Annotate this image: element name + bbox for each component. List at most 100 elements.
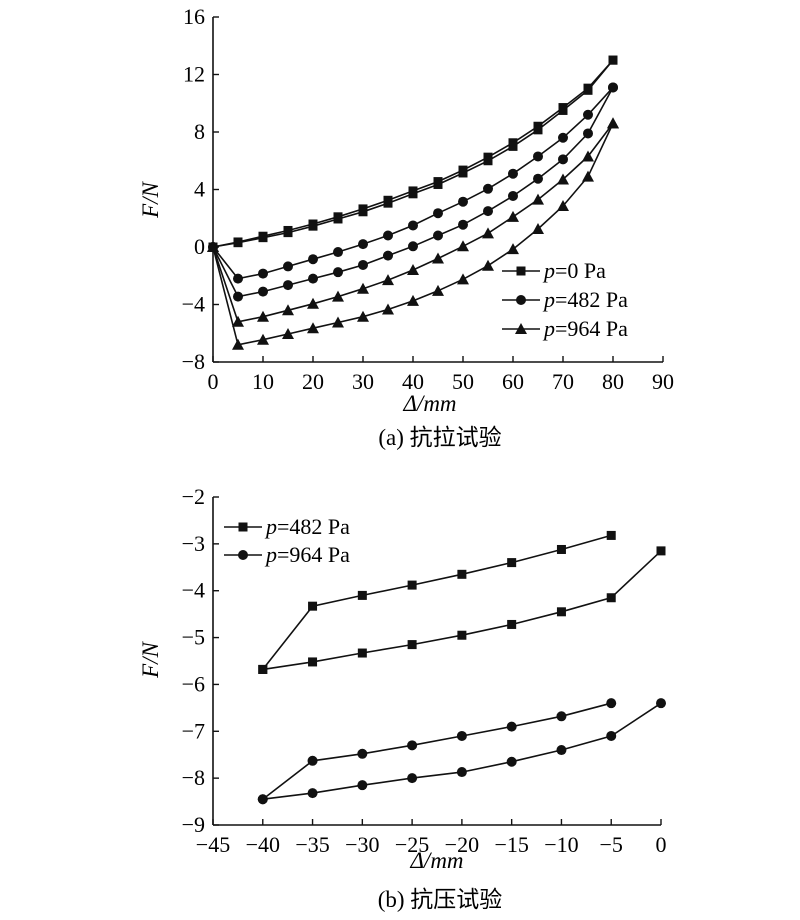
legend-label: p=0 Pa xyxy=(542,258,606,283)
data-point xyxy=(608,82,618,93)
data-point xyxy=(357,590,367,600)
data-point xyxy=(258,268,268,279)
legend-item: p=482 Pa xyxy=(224,514,350,539)
data-point xyxy=(207,241,219,252)
data-point xyxy=(483,206,493,217)
data-point xyxy=(407,580,417,590)
data-point xyxy=(608,55,618,65)
data-point xyxy=(458,219,468,230)
data-point xyxy=(532,193,544,205)
data-point xyxy=(333,214,343,224)
data-point xyxy=(433,208,443,219)
data-point xyxy=(257,333,269,345)
x-tick-label: 0 xyxy=(656,832,667,857)
data-point xyxy=(507,619,517,629)
y-tick-label: −5 xyxy=(182,625,205,650)
legend-marker xyxy=(515,323,527,334)
x-tick-label: −10 xyxy=(544,832,578,857)
x-tick-label: −5 xyxy=(600,832,623,857)
legend-marker xyxy=(238,550,248,560)
data-point xyxy=(483,183,493,194)
data-point xyxy=(482,259,494,271)
data-point xyxy=(508,141,518,151)
y-tick-label: 16 xyxy=(183,4,205,29)
series-line xyxy=(212,59,614,248)
data-point xyxy=(358,239,368,250)
y-tick-label: 12 xyxy=(183,62,205,87)
data-point xyxy=(357,282,369,294)
data-point xyxy=(357,780,368,791)
y-axis-label: F/N xyxy=(138,640,163,678)
data-point xyxy=(582,170,594,182)
y-tick-label: −7 xyxy=(182,718,205,743)
data-point xyxy=(307,788,318,799)
data-point xyxy=(508,190,518,201)
data-point xyxy=(233,238,243,248)
data-point xyxy=(508,168,518,179)
data-point xyxy=(383,230,393,241)
data-point xyxy=(407,264,419,275)
legend-item: p=964 Pa xyxy=(224,542,350,567)
data-point xyxy=(606,698,617,709)
y-tick-label: 8 xyxy=(194,119,205,144)
data-point xyxy=(457,240,469,252)
data-point xyxy=(332,290,344,302)
data-point xyxy=(457,273,469,285)
data-point xyxy=(507,558,517,568)
data-point xyxy=(556,544,566,554)
x-tick-label: 60 xyxy=(502,369,524,394)
data-point xyxy=(282,304,294,316)
data-point xyxy=(408,220,418,231)
data-point xyxy=(357,648,367,658)
data-point xyxy=(533,125,543,135)
data-point xyxy=(506,756,517,767)
data-point xyxy=(233,273,243,284)
data-point xyxy=(457,630,467,640)
x-tick-label: 70 xyxy=(552,369,574,394)
series-line xyxy=(262,534,612,670)
data-point xyxy=(558,132,568,143)
x-tick-label: 30 xyxy=(352,369,374,394)
legend-label: p=964 Pa xyxy=(264,542,350,567)
x-tick-label: 0 xyxy=(208,369,219,394)
chart-b-compression-test: −45 −40 −35 −30 −25 −20 −15 −10 −5 0 −9 −8 −7 −6 −5 −4 −… xyxy=(138,484,667,912)
data-point xyxy=(232,315,244,327)
legend-marker xyxy=(516,295,526,305)
y-tick-label: −4 xyxy=(182,292,205,317)
data-point xyxy=(232,338,244,350)
data-point xyxy=(482,227,494,239)
chart-caption: (a) 抗拉试验 xyxy=(378,425,501,450)
series-p-964-pa-5 xyxy=(207,117,619,350)
data-point xyxy=(333,247,343,258)
data-point xyxy=(383,198,393,208)
y-tick-label: −4 xyxy=(182,578,205,603)
series-p-964-pa-4 xyxy=(207,117,619,327)
x-tick-label: −20 xyxy=(445,832,479,857)
data-point xyxy=(283,280,293,291)
data-point xyxy=(532,223,544,235)
series-p-964-pa-3 xyxy=(257,698,617,805)
data-point xyxy=(558,154,568,165)
data-point xyxy=(358,207,368,217)
data-point xyxy=(308,657,318,667)
data-point xyxy=(458,168,468,178)
data-point xyxy=(606,530,616,540)
x-tick-label: 80 xyxy=(602,369,624,394)
series-p-482-pa-1 xyxy=(258,530,616,674)
data-point xyxy=(382,303,394,315)
legend-item: p=482 Pa xyxy=(502,287,628,312)
data-point xyxy=(308,273,318,284)
y-axis-label: F/N xyxy=(138,180,163,218)
x-tick-label: 40 xyxy=(402,369,424,394)
data-point xyxy=(257,310,269,322)
data-point xyxy=(507,243,519,255)
data-point xyxy=(557,173,569,185)
data-point xyxy=(507,210,519,222)
data-point xyxy=(533,173,543,184)
data-point xyxy=(258,286,268,297)
data-point xyxy=(583,85,593,95)
data-point xyxy=(483,156,493,166)
data-point xyxy=(607,117,619,129)
legend-label: p=482 Pa xyxy=(542,287,628,312)
x-tick-label: −25 xyxy=(395,832,429,857)
